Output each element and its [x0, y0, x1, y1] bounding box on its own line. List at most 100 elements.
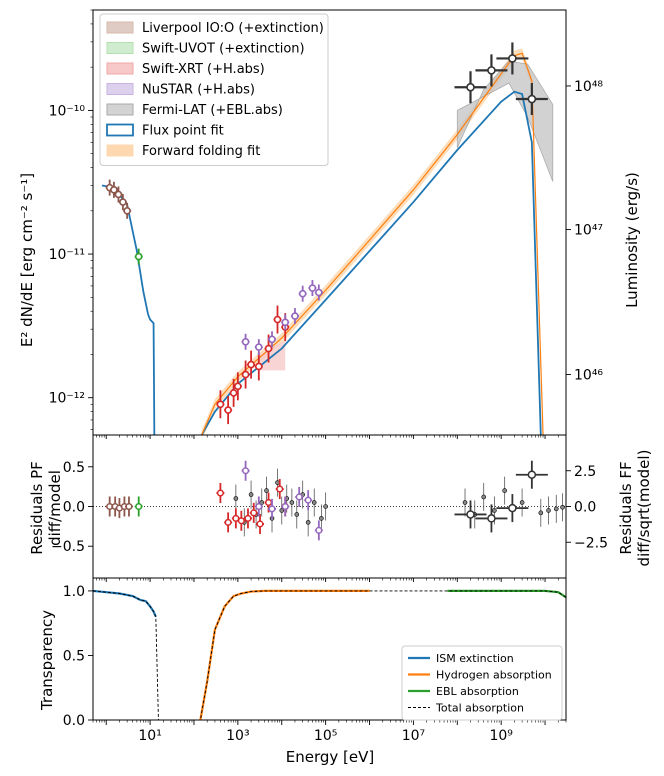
nustar-h-abs-res-point-3 [281, 502, 289, 511]
nustar-h-abs-res-point-2 [268, 505, 276, 513]
data-points [105, 42, 565, 541]
swift-xrt-h-abs-point-5 [247, 360, 255, 369]
swift-xrt-h-abs-res-point-4 [244, 514, 252, 522]
axes: 10¹ 10³ 10⁵ 10⁷ 10⁹ 10⁻¹² 10⁻¹¹ 10⁻¹⁰ 10⁴⁶ 10⁴⁷ 10… [49, 9, 608, 744]
forward-folding-band [201, 48, 544, 435]
fermi-lat-ebl-abs-point-2 [508, 54, 517, 63]
panel-frame-2 [92, 577, 567, 721]
swift-xrt-h-abs-point-8 [273, 315, 282, 324]
swift-xrt-h-abs-point-2 [229, 389, 238, 397]
ebl-absorption-line [447, 589, 566, 599]
nustar-h-abs-point-0 [241, 338, 250, 346]
nustar-h-abs-res-point-0 [242, 467, 250, 475]
legend-swatch-nustar-h-abs [106, 83, 134, 95]
swift-xrt-h-abs-point-6 [255, 362, 263, 371]
legend-swatch-fermi-lat-ebl-abs [106, 103, 134, 116]
ff-residual-point-11 [294, 512, 300, 517]
liverpool-io-o-extinction-point-4 [123, 207, 131, 215]
legend-swatch-forward-folding-fit [106, 144, 134, 157]
res-ff-y-tick-label-1: 0.0 [574, 500, 596, 516]
res-ff-y-tick-label-2: −2.5 [574, 535, 608, 551]
legends: Liverpool IO:O (+extinction) Swift-UVOT (… [99, 13, 563, 721]
fermi-lat-ebl-abs-point-0 [466, 82, 475, 92]
fermi-lat-ebl-abs-res-point-2 [508, 503, 517, 513]
ff-residual-point-15 [319, 516, 324, 521]
ff-residual-point-25 [553, 506, 559, 512]
legend-swatch-flux-point-fit [106, 123, 134, 137]
nustar-h-abs-res-point-6 [315, 526, 323, 534]
legend-swatch-swift-xrt-h-abs [106, 62, 134, 75]
swift-xrt-h-abs-point-1 [224, 406, 232, 414]
liverpool-io-o-extinction-res-point-4 [125, 502, 133, 511]
ff-residual-point-10 [289, 500, 295, 505]
legend-label-ebl-absorption: EBL absorption [436, 685, 519, 698]
residuals-ff-y-label-line1: Residuals FF [617, 461, 635, 554]
ff-residual-point-8 [279, 508, 285, 513]
swift-xrt-h-abs-res-point-8 [276, 485, 284, 493]
res-y-tick-label-2: −0.5 [51, 539, 85, 555]
swift-xrt-h-abs-res-point-2 [232, 514, 240, 522]
nustar-h-abs-res-point-4 [295, 493, 303, 501]
ff-residual-point-24 [546, 508, 551, 513]
fermi-lat-ebl-abs-point-3 [527, 94, 537, 104]
ff-residual-point-21 [502, 488, 507, 493]
x-tick-label-1: 10³ [226, 728, 249, 744]
ff-residual-point-26 [560, 504, 565, 510]
ff-residual-point-2 [248, 492, 254, 497]
legend-label-flux-point-fit: Flux point fit [142, 124, 224, 139]
transparency-y-label: Transparency [38, 610, 56, 711]
x-tick-label-3: 10⁷ [402, 728, 425, 744]
x-tick-label-2: 10⁵ [314, 728, 337, 744]
liverpool-io-o-extinction-point-2 [114, 190, 123, 199]
res-y-tick-label-1: 0.0 [63, 500, 85, 516]
ff-residual-point-23 [538, 510, 544, 516]
fermi-lat-butterfly [456, 60, 554, 182]
legend-swatch-swift-uvot-extinction [106, 42, 134, 54]
swift-xrt-h-abs-res-point-0 [216, 489, 224, 497]
sed-y-tick-label-2: 10⁻¹⁰ [49, 103, 86, 119]
sed-y-tick-label-1: 10⁻¹¹ [49, 247, 85, 263]
ff-residual-point-13 [305, 520, 311, 525]
residuals-ff-y-label-line2: diff/sqrt(model) [635, 450, 653, 567]
swift-uvot-extinction-res-point-0 [135, 502, 143, 511]
swift-xrt-h-abs-res-point-6 [256, 520, 264, 528]
nustar-h-abs-point-1 [255, 343, 263, 351]
legend-swatch-liverpool-io-o-extinction [106, 21, 134, 34]
lum-y-tick-label-0: 10⁴⁶ [574, 368, 603, 384]
fermi-lat-ebl-abs-res-point-1 [487, 514, 496, 523]
legend-label-total-absorption: Total absorption [435, 702, 524, 715]
swift-xrt-h-abs-res-point-1 [224, 518, 232, 526]
swift-xrt-h-abs-point-7 [264, 344, 273, 353]
legend-label-liverpool-io-o-extinction: Liverpool IO:O (+extinction) [142, 21, 324, 36]
ff-residual-point-16 [323, 504, 328, 509]
x-tick-label-0: 10¹ [138, 728, 161, 744]
nustar-h-abs-res-point-5 [304, 496, 312, 504]
total-absorption-line [93, 590, 566, 720]
legend-label-swift-xrt-h-abs: Swift-XRT (+H.abs) [142, 62, 265, 77]
ff-residual-point-14 [311, 500, 317, 505]
fermi-lat-ebl-abs-point-1 [487, 66, 496, 75]
tr-y-tick-label-2: 1.0 [63, 584, 85, 600]
nustar-h-abs-point-2 [268, 335, 276, 344]
nustar-h-abs-point-7 [315, 288, 323, 297]
swift-xrt-h-abs-res-point-5 [250, 509, 258, 517]
fermi-lat-ebl-abs-res-point-0 [466, 510, 475, 519]
swift-uvot-extinction-point-0 [134, 252, 143, 261]
res-ff-y-tick-label-0: 2.5 [574, 464, 596, 480]
ff-residual-point-19 [481, 494, 487, 500]
luminosity-y-axis-label: Luminosity (erg/s) [623, 172, 641, 308]
swift-xrt-h-abs-res-point-7 [264, 498, 273, 507]
legend-label-fermi-lat-ebl-abs: Fermi-LAT (+EBL.abs) [142, 103, 283, 118]
res-y-tick-label-0: 0.5 [63, 460, 85, 476]
sed-legend-box [99, 13, 329, 166]
sed-y-axis-label: E² dN/dE [erg cm⁻² s⁻¹] [18, 173, 36, 347]
legend-label-hydrogen-absorption: Hydrogen absorption [436, 669, 552, 682]
swift-xrt-h-abs-point-3 [234, 382, 242, 391]
ff-residual-point-0 [233, 496, 239, 501]
swift-xrt-h-abs-res-point-3 [237, 517, 245, 525]
ff-residual-point-22 [519, 500, 525, 505]
sed-y-tick-label-0: 10⁻¹² [49, 391, 85, 407]
legend-label-swift-uvot-extinction: Swift-UVOT (+extinction) [142, 42, 305, 57]
ff-residual-point-5 [264, 488, 269, 493]
